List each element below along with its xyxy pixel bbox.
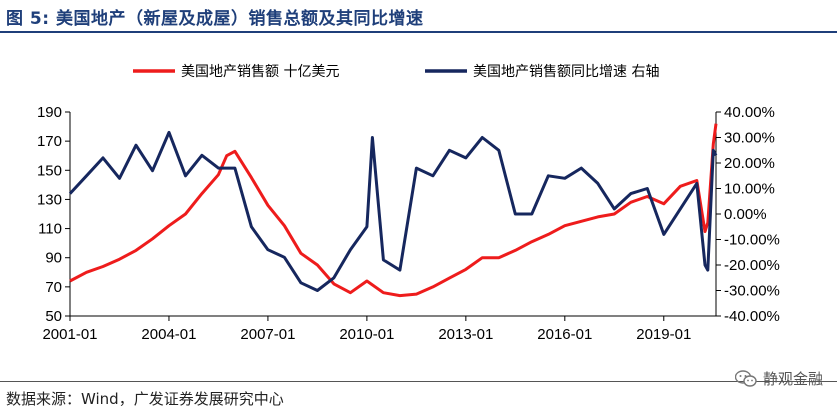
y-right-tick-label: 0.00% xyxy=(724,206,767,223)
x-tick-label: 2004-01 xyxy=(141,326,196,343)
y-left-tick-label: 150 xyxy=(37,162,62,179)
y-right-tick-label: -40.00% xyxy=(724,308,780,325)
watermark: 静观金融 xyxy=(734,368,823,389)
source-divider xyxy=(0,381,837,382)
wechat-icon xyxy=(734,369,757,387)
watermark-text: 静观金融 xyxy=(762,370,823,388)
x-tick-label: 2019-01 xyxy=(636,326,691,343)
x-tick-label: 2010-01 xyxy=(339,326,394,343)
x-tick-label: 2001-01 xyxy=(42,326,97,343)
y-right-tick-label: 20.00% xyxy=(724,155,775,172)
series-line-sales xyxy=(69,123,718,298)
y-right-tick-label: 40.00% xyxy=(724,104,775,121)
legend-label-yoy: 美国地产销售额同比增速 右轴 xyxy=(473,64,659,80)
data-source: 数据来源：Wind，广发证券发展研究中心 xyxy=(6,390,284,408)
y-right-tick-label: -20.00% xyxy=(724,257,780,274)
x-tick-label: 2007-01 xyxy=(240,326,295,343)
x-tick-label: 2013-01 xyxy=(438,326,493,343)
y-left-tick-label: 50 xyxy=(45,308,62,325)
title-divider xyxy=(0,31,837,33)
y-left-tick-label: 190 xyxy=(37,104,62,121)
series-line-yoy xyxy=(68,130,718,292)
chart: 190 170 150 130 110 90 70 50 40.00% 30.00% 20.00% 1… xyxy=(37,64,780,343)
y-left-tick-label: 70 xyxy=(45,279,62,296)
y-left-tick-label: 110 xyxy=(38,221,62,238)
figure-title: 图 5: 美国地产（新屋及成屋）销售总额及其同比增速 xyxy=(6,9,424,29)
x-tick-label: 2016-01 xyxy=(537,326,592,343)
y-left-tick-label: 130 xyxy=(37,191,62,208)
y-right-tick-label: -10.00% xyxy=(724,232,780,249)
y-right-tick-label: -30.00% xyxy=(724,283,780,300)
y-left-tick-label: 170 xyxy=(37,133,62,150)
y-left-tick-label: 90 xyxy=(45,250,62,267)
y-right-tick-label: 30.00% xyxy=(724,130,775,147)
y-right-tick-label: 10.00% xyxy=(724,181,775,198)
legend-label-sales: 美国地产销售额 十亿美元 xyxy=(181,64,339,80)
